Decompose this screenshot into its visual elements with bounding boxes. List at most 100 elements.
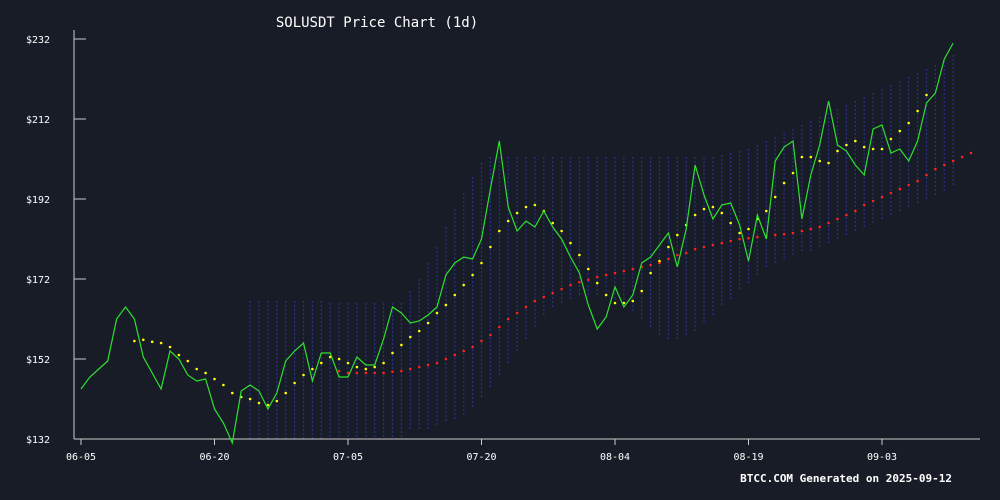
ma50-point <box>702 245 706 249</box>
ma50-point <box>346 371 350 375</box>
ma20-point <box>195 367 198 371</box>
ma50-point <box>871 199 875 203</box>
ma20-point <box>320 361 323 365</box>
ma20-point <box>302 373 305 377</box>
ma50-point <box>417 365 421 369</box>
ma50-point <box>773 233 777 237</box>
ma20-point <box>168 345 172 349</box>
ma50-point <box>898 187 902 191</box>
y-tick-label: $132 <box>26 435 50 446</box>
ma20-point <box>800 155 804 159</box>
ma50-point <box>684 251 688 255</box>
y-tick-label: $152 <box>26 355 50 366</box>
chart-title: SOLUSDT Price Chart (1d) <box>276 15 478 31</box>
ma20-point <box>150 340 154 344</box>
ma20-point <box>177 353 181 357</box>
x-tick-label: 09-03 <box>867 452 897 463</box>
ma50-point <box>533 299 537 303</box>
ma50-point <box>489 333 492 337</box>
ma50-point <box>809 227 813 231</box>
ma20-point <box>889 137 893 141</box>
ma20-point <box>640 289 643 293</box>
ma20-point <box>693 213 697 217</box>
ma50-point <box>631 267 635 271</box>
ma20-point <box>364 367 368 371</box>
x-tick-label: 08-19 <box>733 452 763 463</box>
ma20-point <box>551 221 554 225</box>
ma50-point <box>862 203 866 207</box>
ma20-point <box>836 149 839 153</box>
ma50-point <box>693 247 697 251</box>
ma50-point <box>444 357 448 361</box>
ma50-point <box>943 163 946 167</box>
ma20-point <box>898 129 902 133</box>
ma20-point <box>738 231 741 235</box>
ma50-point <box>907 183 910 187</box>
ma50-point <box>382 371 385 375</box>
ma50-point <box>551 291 554 295</box>
ma20-point <box>355 365 359 369</box>
ma50-point <box>435 361 439 365</box>
ma50-point <box>391 370 394 374</box>
ma20-point <box>569 241 572 245</box>
ma20-point <box>916 109 919 113</box>
ma50-point <box>951 159 955 163</box>
ma50-point <box>373 371 377 375</box>
ma20-point <box>213 377 216 381</box>
x-tick-label: 07-20 <box>466 452 496 463</box>
ma50-point <box>925 173 928 177</box>
ma20-point <box>871 147 875 151</box>
ma20-point <box>186 359 190 363</box>
ma20-point <box>729 221 732 225</box>
ma20-point <box>676 233 679 237</box>
ma50-point <box>729 239 732 243</box>
ma20-point <box>373 365 377 369</box>
y-tick-label: $212 <box>26 115 50 126</box>
ma50-series <box>337 151 973 375</box>
ma50-point <box>471 345 474 349</box>
ma50-point <box>800 229 804 233</box>
y-ticks: $132 $152 $172 $192 $212 $232 <box>26 35 86 446</box>
ma20-point <box>444 303 448 307</box>
ma20-point <box>480 261 483 265</box>
ma20-point <box>489 245 492 249</box>
ma50-point <box>480 339 483 343</box>
ma50-point <box>889 191 893 195</box>
ma20-point <box>818 159 821 163</box>
ma50-point <box>364 371 368 375</box>
ma20-point <box>284 391 288 395</box>
ma20-point <box>845 143 848 147</box>
ma50-point <box>791 231 795 235</box>
ma50-point <box>738 237 741 241</box>
ma20-point <box>248 397 252 401</box>
ma50-point <box>426 363 430 367</box>
ma20-point <box>257 401 261 405</box>
ma20-point <box>925 93 928 97</box>
x-ticks: 06-05 06-20 07-05 07-20 08-04 08-19 09-03 <box>66 439 897 463</box>
ma20-point <box>382 361 385 365</box>
ma50-point <box>542 295 546 299</box>
ma50-point <box>916 179 919 183</box>
ma20-point <box>791 171 795 175</box>
ma50-point <box>845 213 848 217</box>
ma50-point <box>854 209 857 213</box>
ma20-series <box>133 93 928 407</box>
ma50-point <box>827 221 830 225</box>
ma20-point <box>293 381 296 385</box>
x-tick-label: 06-20 <box>199 452 229 463</box>
y-tick-label: $192 <box>26 195 50 206</box>
ma50-point <box>658 261 661 265</box>
ma20-point <box>765 209 768 213</box>
ma20-point <box>337 357 341 361</box>
ma20-point <box>747 227 750 231</box>
y-tick-label: $172 <box>26 275 50 286</box>
ma50-point <box>960 155 964 159</box>
ma50-point <box>595 275 599 279</box>
ma20-point <box>827 161 830 165</box>
ma20-point <box>578 253 581 257</box>
ma20-point <box>275 399 279 403</box>
ma50-point <box>969 151 973 155</box>
ma20-point <box>667 245 670 249</box>
